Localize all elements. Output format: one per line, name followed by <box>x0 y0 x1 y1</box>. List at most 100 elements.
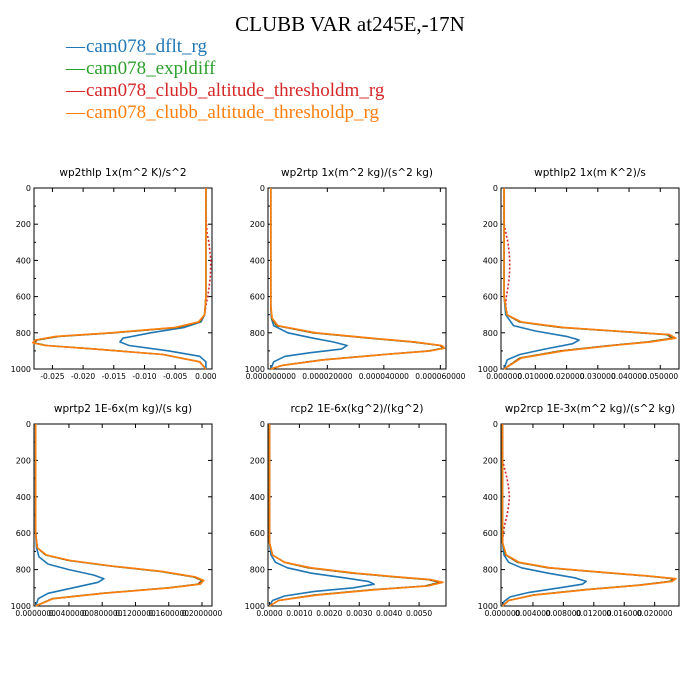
y-tick-label: 400 <box>16 493 31 502</box>
chart-panel: wp2thlp 1x(m^2 K)/s^2 0 200 400 600 800 1000 -0… <box>11 167 217 381</box>
x-tick-label: 0.000060000 <box>415 372 465 381</box>
legend-item: —cam078_clubb_altitude_thresholdp_rg <box>66 102 384 124</box>
series-line <box>269 188 446 370</box>
x-tick-label: 0.0030 <box>346 609 372 618</box>
x-tick-label: 0.004000 <box>515 609 551 618</box>
series-line <box>34 424 105 607</box>
x-tick-label: 0.040000 <box>611 372 647 381</box>
y-tick-label: 200 <box>250 456 265 465</box>
y-tick-label: 800 <box>250 566 265 575</box>
y-tick-label: 1000 <box>478 365 498 374</box>
y-tick-label: 0 <box>26 420 31 429</box>
figure-title: CLUBB VAR at245E,-17N <box>235 12 465 36</box>
y-tick-label: 200 <box>16 220 31 229</box>
panel-title: rcp2 1E-6x(kg^2)/(kg^2) <box>291 403 424 415</box>
x-tick-label: 0.008000 <box>545 609 581 618</box>
y-tick-label: 600 <box>250 529 265 538</box>
y-tick-label: 400 <box>16 256 31 265</box>
x-tick-label: 0.0800000 <box>82 609 123 618</box>
x-tick-label: 0.010000 <box>517 372 553 381</box>
x-tick-label: 0.000000 <box>485 609 521 618</box>
series-line <box>34 424 203 607</box>
panel-title: wp2rcp 1E-3x(m^2 kg)/(s^2 kg) <box>505 403 676 415</box>
plot-frame <box>500 423 680 607</box>
y-tick-label: 400 <box>483 256 498 265</box>
y-tick-label: 1000 <box>478 602 498 611</box>
y-tick-label: 200 <box>483 456 498 465</box>
y-tick-label: 800 <box>250 329 265 338</box>
chart-panel: wp2rcp 1E-3x(m^2 kg)/(s^2 kg) 0 200 400 600 8… <box>478 403 680 618</box>
legend-line-icon: — <box>66 102 85 123</box>
y-tick-label: 1000 <box>11 365 31 374</box>
y-tick-label: 0 <box>493 184 498 193</box>
y-tick-label: 600 <box>483 293 498 302</box>
x-tick-label: 0.020000 <box>637 609 673 618</box>
y-tick-label: 200 <box>250 220 265 229</box>
x-tick-label: -0.005 <box>163 372 187 381</box>
x-tick-label: 0.0020 <box>316 609 342 618</box>
x-tick-label: 0.0400000 <box>49 609 90 618</box>
series-line <box>501 424 588 607</box>
y-tick-label: 200 <box>16 456 31 465</box>
legend-label: cam078_expldiff <box>86 58 216 79</box>
y-tick-label: 600 <box>250 293 265 302</box>
x-tick-label: 0.000040000 <box>359 372 409 381</box>
x-tick-label: 0.030000 <box>580 372 616 381</box>
series-line <box>34 424 203 607</box>
y-tick-label: 1000 <box>11 602 31 611</box>
chart-panel: rcp2 1E-6x(kg^2)/(kg^2) 0 200 400 600 800 1000… <box>245 403 447 618</box>
legend-line-icon: — <box>66 58 85 79</box>
y-tick-label: 1000 <box>245 365 265 374</box>
legend-line-icon: — <box>66 80 85 101</box>
legend-item: —cam078_clubb_altitude_thresholdm_rg <box>66 80 384 102</box>
y-tick-label: 0 <box>493 420 498 429</box>
series-line <box>501 424 675 607</box>
chart-panel: wpthlp2 1x(m K^2)/s 0 200 400 600 800 10000.00… <box>478 167 680 381</box>
panel-title: wprtp2 1E-6x(m kg)/(s kg) <box>54 403 192 415</box>
x-tick-label: 0.2000000 <box>182 609 223 618</box>
series-line <box>501 424 675 607</box>
x-tick-label: -0.020 <box>71 372 95 381</box>
y-tick-label: 800 <box>16 566 31 575</box>
y-tick-label: 400 <box>483 493 498 502</box>
legend-item: —cam078_dflt_rg <box>66 36 384 58</box>
x-tick-label: 0.0040 <box>376 609 402 618</box>
y-tick-label: 0 <box>260 420 265 429</box>
series-line <box>31 188 207 370</box>
legend-label: cam078_clubb_altitude_thresholdp_rg <box>86 102 380 123</box>
series-line <box>34 424 205 607</box>
legend-label: cam078_dflt_rg <box>86 36 208 57</box>
legend-item: —cam078_expldiff <box>66 58 384 80</box>
x-tick-label: 0.0000000 <box>15 609 56 618</box>
x-tick-label: 0.1200000 <box>115 609 156 618</box>
x-tick-label: 0.000000000 <box>246 372 296 381</box>
x-tick-label: 0.000000 <box>486 372 522 381</box>
series-line <box>503 188 677 370</box>
y-tick-label: 800 <box>16 329 31 338</box>
y-tick-label: 0 <box>260 184 265 193</box>
panel-title: wp2rtp 1x(m^2 kg)/(s^2 kg) <box>281 167 433 179</box>
x-tick-label: 0.012000 <box>576 609 612 618</box>
y-tick-label: 600 <box>16 529 31 538</box>
series-line <box>33 188 212 370</box>
x-tick-label: 0.000 <box>195 372 217 381</box>
x-tick-label: 0.020000 <box>549 372 585 381</box>
x-tick-label: -0.025 <box>40 372 64 381</box>
x-tick-label: 0.1600000 <box>148 609 189 618</box>
plot-frame <box>33 187 213 370</box>
x-tick-label: 0.0050 <box>406 609 432 618</box>
x-tick-label: 0.016000 <box>606 609 642 618</box>
series-line <box>501 424 677 607</box>
legend-label: cam078_clubb_altitude_thresholdm_rg <box>86 80 385 101</box>
y-tick-label: 600 <box>16 293 31 302</box>
panel-title: wp2thlp 1x(m^2 K)/s^2 <box>59 167 186 179</box>
panel-title: wpthlp2 1x(m K^2)/s <box>534 167 646 179</box>
y-tick-label: 800 <box>483 566 498 575</box>
series-line <box>269 188 348 370</box>
y-tick-label: 800 <box>483 329 498 338</box>
y-tick-label: 0 <box>26 184 31 193</box>
y-tick-label: 1000 <box>245 602 265 611</box>
y-tick-label: 200 <box>483 220 498 229</box>
series-line <box>119 188 207 369</box>
